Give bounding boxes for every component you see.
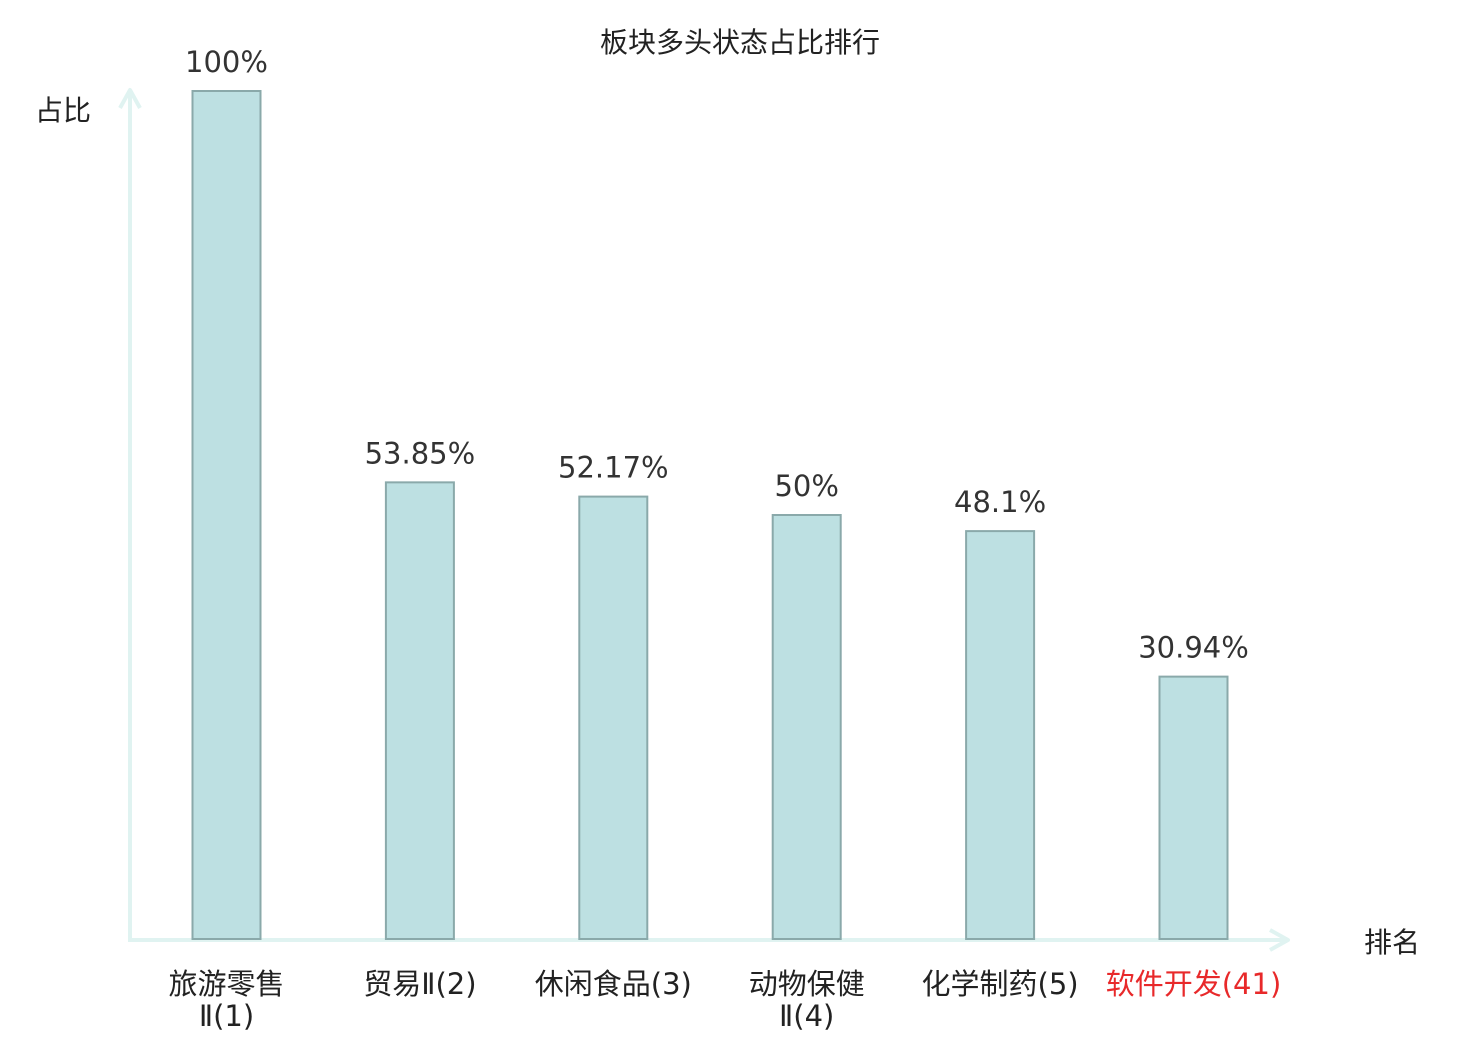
category-label: 软件开发(41) xyxy=(1106,967,1282,1001)
value-label: 100% xyxy=(185,45,268,79)
bars xyxy=(191,90,1229,940)
category-label: 休闲食品(3) xyxy=(535,967,692,1001)
category-label: 动物保健 xyxy=(749,967,865,1001)
y-axis-arrow-icon xyxy=(118,88,142,109)
category-label: Ⅱ(4) xyxy=(779,999,834,1033)
category-label: 化学制药(5) xyxy=(922,967,1079,1001)
value-label: 30.94% xyxy=(1138,631,1249,665)
category-label: 旅游零售 xyxy=(168,967,284,1001)
value-label: 48.1% xyxy=(954,485,1046,519)
value-labels: 100% 53.85% 52.17% 50% 48.1% 30.94% xyxy=(185,45,1249,665)
category-label: 贸易Ⅱ(2) xyxy=(363,967,476,1001)
bar xyxy=(965,530,1036,940)
category-label: Ⅱ(1) xyxy=(199,999,254,1033)
axes xyxy=(118,88,1290,952)
value-label: 52.17% xyxy=(558,451,669,485)
y-axis-label: 占比 xyxy=(35,94,91,127)
bar xyxy=(191,90,262,940)
bar xyxy=(384,481,455,940)
x-axis-label: 排名 xyxy=(1364,926,1420,959)
bar xyxy=(578,495,649,940)
bar xyxy=(1158,675,1229,940)
value-label: 50% xyxy=(774,469,838,503)
x-axis-arrow-icon xyxy=(1269,928,1290,952)
chart-title: 板块多头状态占比排行 xyxy=(600,26,880,59)
bar xyxy=(771,514,842,940)
value-label: 53.85% xyxy=(365,436,476,470)
